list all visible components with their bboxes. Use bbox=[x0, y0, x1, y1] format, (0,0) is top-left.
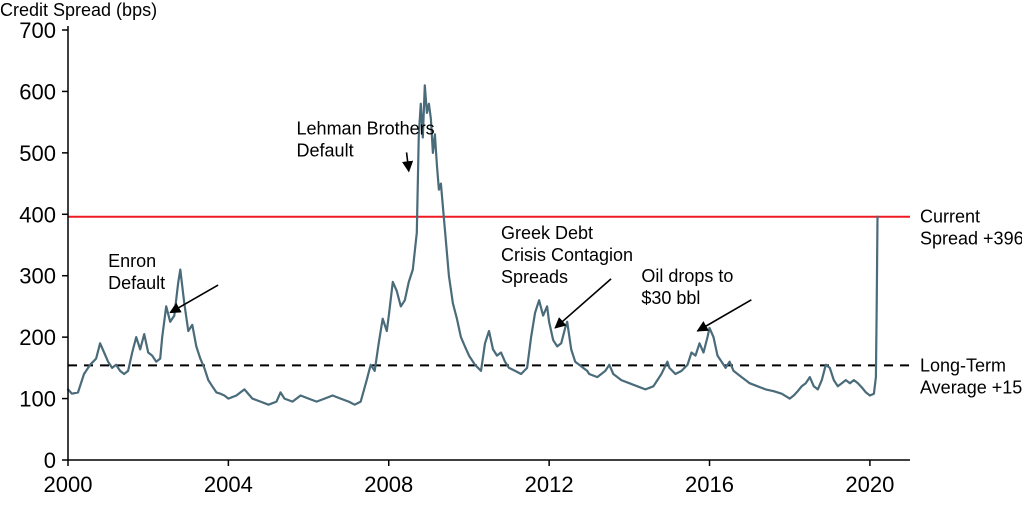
x-tick-label: 2004 bbox=[204, 472, 253, 497]
y-tick-label: 300 bbox=[19, 264, 56, 289]
y-axis-title: Credit Spread (bps) bbox=[0, 0, 157, 20]
annotation-text: Greek Debt bbox=[501, 223, 593, 243]
current-spread-label: Spread +396 bbox=[920, 229, 1022, 249]
y-tick-label: 700 bbox=[19, 18, 56, 43]
x-tick-label: 2008 bbox=[364, 472, 413, 497]
annotation-text: Crisis Contagion bbox=[501, 245, 633, 265]
chart-svg: Credit Spread (bps) 0 100 200 300 400 500 600 70… bbox=[0, 0, 1022, 507]
annotation-text: Enron bbox=[108, 251, 156, 271]
y-tick-label: 400 bbox=[19, 202, 56, 227]
current-spread-label: Current bbox=[920, 207, 980, 227]
y-tick-label: 500 bbox=[19, 141, 56, 166]
y-tick-label: 200 bbox=[19, 325, 56, 350]
y-tick-label: 0 bbox=[44, 448, 56, 473]
x-tick-label: 2020 bbox=[845, 472, 894, 497]
long-term-average-label: Long-Term bbox=[920, 355, 1006, 375]
annotation-text: Default bbox=[297, 140, 354, 160]
annotation-text: $30 bbl bbox=[641, 288, 700, 308]
annotation-text: Oil drops to bbox=[641, 266, 733, 286]
annotation-text: Spreads bbox=[501, 267, 568, 287]
x-tick-label: 2012 bbox=[525, 472, 574, 497]
x-tick-label: 2000 bbox=[44, 472, 93, 497]
x-tick-label: 2016 bbox=[685, 472, 734, 497]
long-term-average-label: Average +154 bbox=[920, 377, 1022, 397]
y-tick-label: 100 bbox=[19, 387, 56, 412]
annotation-text: Default bbox=[108, 273, 165, 293]
y-tick-label: 600 bbox=[19, 79, 56, 104]
credit-spread-chart: Credit Spread (bps) 0 100 200 300 400 500 600 70… bbox=[0, 0, 1022, 507]
annotation-text: Lehman Brothers bbox=[297, 118, 435, 138]
